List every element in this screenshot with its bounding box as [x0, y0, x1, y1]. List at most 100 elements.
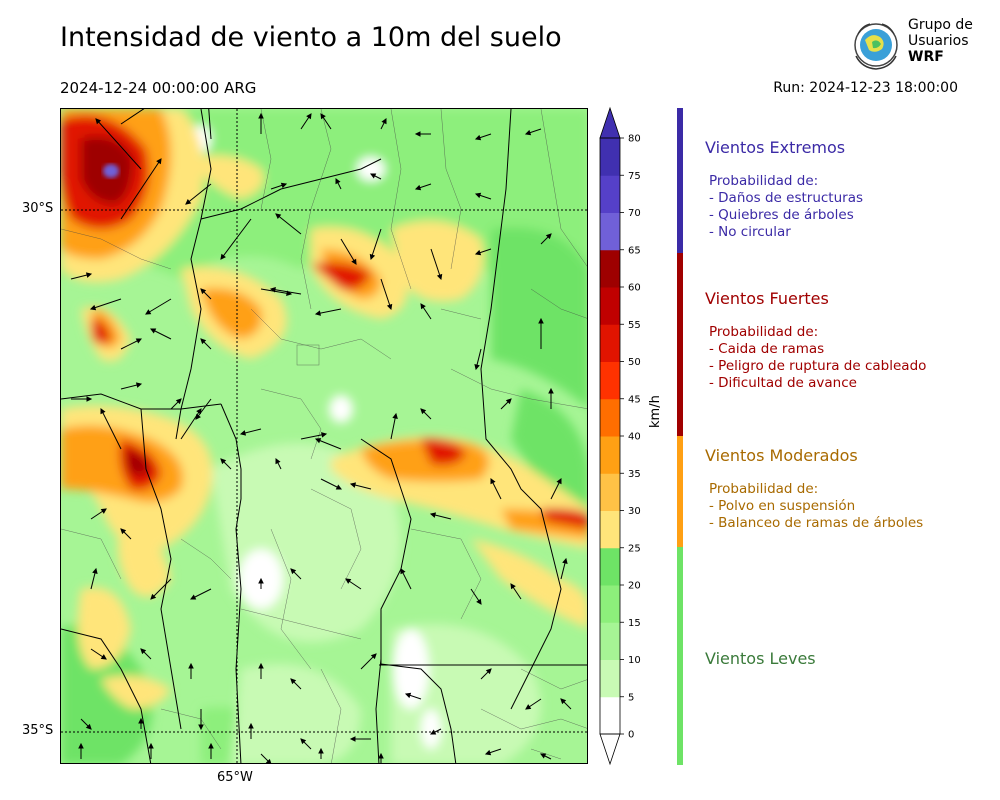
category-bar — [677, 108, 685, 765]
colorbar-tick-label: 60 — [628, 283, 641, 294]
wind-speed-field — [61, 109, 587, 763]
colorbar-tick-label: 20 — [628, 581, 641, 592]
wind-arrow-head — [556, 477, 562, 485]
wind-arrow-head — [314, 310, 321, 316]
wind-arrow-head — [510, 583, 516, 590]
wind-arrow — [100, 408, 122, 450]
category-light-title: Vientos Leves — [705, 649, 816, 668]
colorbar-tick-label: 25 — [628, 543, 641, 554]
wind-arrow-head — [414, 131, 421, 137]
colorbar-extend-min — [599, 733, 621, 766]
colorbar-tick-label: 5 — [628, 692, 634, 703]
wind-arrow-head — [220, 458, 227, 465]
colorbar: 0 5 10 15 20 25 30 35 40 45 50 55 60 65 70 75 80 — [596, 106, 666, 768]
colorbar-segment — [600, 398, 620, 437]
colorbar-tick-label: 45 — [628, 394, 641, 405]
colorbar-tick-label: 30 — [628, 506, 641, 517]
colorbar-segment — [600, 212, 620, 251]
wind-arrow — [260, 288, 292, 295]
lon-label-65w: 65°W — [217, 770, 253, 785]
wind-arrow-head — [145, 309, 152, 315]
category-extreme-title: Vientos Extremos — [705, 138, 846, 157]
category-extreme: Vientos Extremos Probabilidad de: - Daño… — [705, 138, 995, 241]
wrf-logo: Grupo de Usuarios WRF — [848, 18, 973, 73]
colorbar-extend-max — [599, 106, 621, 139]
colorbar-tick-label: 0 — [628, 730, 634, 741]
wind-arrow — [95, 118, 142, 170]
wind-arrow-head — [351, 258, 357, 265]
wind-arrow-head — [150, 328, 157, 334]
wind-arrow-head — [474, 134, 482, 141]
wind-arrows — [70, 109, 572, 763]
wind-arrow-head — [505, 398, 512, 405]
colorbar-tick-label: 80 — [628, 134, 641, 145]
catbar-strong — [677, 253, 683, 436]
wind-arrow-head — [321, 432, 328, 438]
colorbar-tick-label: 70 — [628, 208, 641, 219]
category-strong-title: Vientos Fuertes — [705, 289, 829, 308]
category-moderate: Vientos Moderados Probabilidad de: - Pol… — [705, 446, 995, 532]
wind-arrow-head — [185, 198, 192, 205]
wind-arrow-head — [562, 557, 568, 565]
wind-arrow-head — [95, 118, 102, 125]
wind-arrow-head — [92, 567, 98, 575]
wind-arrow-head — [198, 724, 204, 731]
category-moderate-line: - Balanceo de ramas de árboles — [709, 515, 924, 531]
colorbar-segment — [600, 473, 620, 511]
category-moderate-line: - Polvo en suspensión — [709, 498, 856, 514]
wind-arrow-head — [188, 662, 194, 669]
wind-arrow-head — [150, 593, 157, 600]
category-moderate-line: Probabilidad de: — [709, 481, 819, 497]
wind-field-svg — [61, 109, 587, 763]
wind-arrow-head — [548, 387, 554, 394]
wind-arrow-head — [265, 758, 272, 763]
wind-arrow-head — [420, 408, 427, 415]
wind-arrow-head — [490, 477, 496, 485]
wind-arrow-head — [414, 184, 422, 191]
colorbar-segment — [600, 622, 620, 660]
category-strong-line: Probabilidad de: — [709, 324, 819, 340]
wind-arrow-head — [175, 398, 182, 405]
category-extreme-line: - Daños de estructuras — [709, 190, 864, 206]
colorbar-segment — [600, 175, 620, 213]
wind-arrow-head — [420, 303, 426, 310]
wind-arrow-head — [539, 753, 547, 759]
wind-arrow-head — [120, 528, 127, 535]
wind-arrow-head — [85, 723, 92, 730]
colorbar-units: km/h — [648, 395, 663, 428]
category-strong-line: - Dificultad de avance — [709, 375, 857, 391]
wind-arrow-head — [135, 382, 143, 388]
wind-arrow-head — [525, 704, 532, 710]
wind-arrow-head — [220, 253, 226, 260]
wind-arrow-head — [208, 742, 214, 749]
wind-arrow-head — [474, 192, 482, 199]
wind-arrow-head — [314, 438, 322, 444]
wind-arrow-head — [484, 749, 492, 756]
wind-arrow — [145, 298, 172, 315]
wind-arrow-head — [275, 213, 282, 220]
wind-arrow — [275, 213, 302, 235]
wind-arrow-head — [318, 747, 324, 754]
wind-arrow-head — [400, 567, 406, 575]
catbar-extreme — [677, 108, 683, 253]
wind-arrow-head — [404, 692, 412, 699]
wind-arrow-head — [138, 717, 144, 724]
colorbar-tick-label: 40 — [628, 432, 641, 443]
wind-arrow-head — [100, 654, 107, 660]
wind-arrow-head — [89, 304, 97, 311]
colorbar-tick-label: 10 — [628, 655, 641, 666]
wind-arrow-head — [538, 317, 544, 324]
chart-title: Intensidad de viento a 10m del suelo — [60, 22, 562, 53]
wind-arrow-head — [335, 484, 343, 490]
wind-arrow-head — [545, 233, 552, 240]
wind-arrow — [380, 278, 392, 310]
category-light: Vientos Leves — [705, 649, 995, 668]
wind-arrow-head — [290, 678, 297, 685]
colorbar-tick-label: 15 — [628, 618, 641, 629]
category-moderate-title: Vientos Moderados — [705, 446, 858, 465]
colorbar-segment — [600, 138, 620, 176]
wind-arrow-head — [200, 288, 207, 295]
category-strong: Vientos Fuertes Probabilidad de: - Caida… — [705, 289, 995, 392]
wind-arrow-head — [258, 577, 264, 584]
colorbar-segment — [600, 510, 620, 549]
